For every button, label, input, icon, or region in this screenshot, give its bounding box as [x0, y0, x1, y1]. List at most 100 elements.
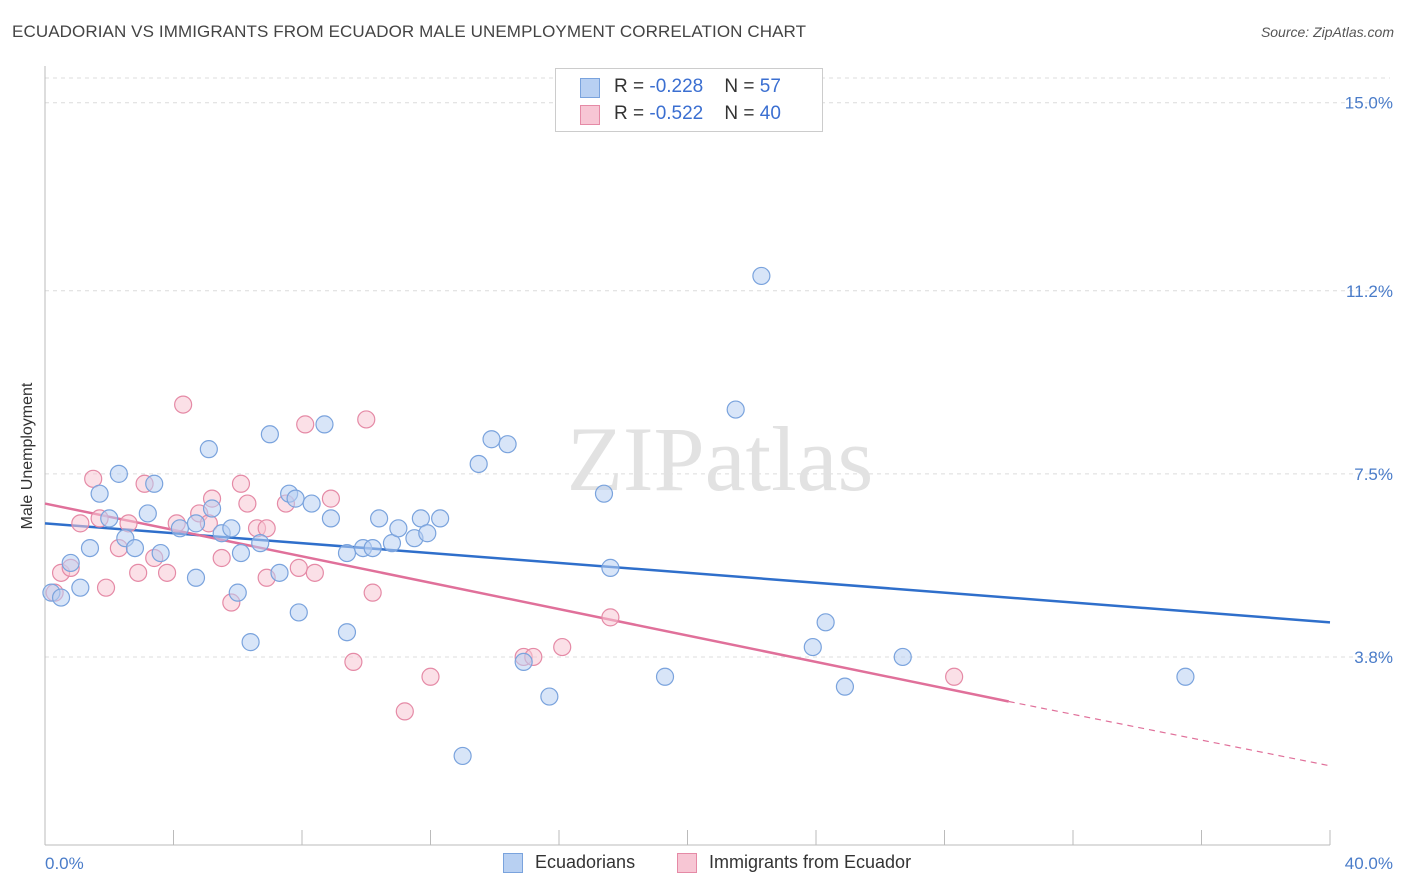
trend-lines — [44, 502, 1331, 767]
point-immigrant — [231, 474, 251, 493]
point-immigrant — [553, 637, 572, 657]
bottom-legend-swatch-blue — [503, 853, 523, 873]
point-ecuadorian — [726, 400, 745, 419]
point-ecuadorian — [186, 568, 206, 587]
legend-n-value: 57 — [759, 76, 781, 97]
point-ecuadorian — [482, 430, 501, 449]
point-ecuadorian — [315, 415, 334, 434]
point-ecuadorian — [453, 746, 472, 766]
point-immigrant — [289, 558, 308, 577]
point-immigrant — [321, 489, 341, 508]
x-tick-label: 40.0% — [1345, 854, 1393, 873]
point-ecuadorian — [151, 543, 170, 563]
point-ecuadorian — [71, 578, 90, 597]
point-ecuadorian — [1176, 667, 1195, 686]
point-immigrant — [157, 563, 177, 582]
point-ecuadorian — [655, 667, 675, 686]
tick-labels: 3.8% 7.5% 11.2% 15.0% 0.0% 40.0% — [45, 94, 1393, 873]
point-ecuadorian — [199, 440, 218, 459]
y-tick-label: 15.0% — [1345, 94, 1393, 113]
point-ecuadorian — [752, 266, 771, 286]
legend-swatch-blue — [580, 78, 600, 98]
point-ecuadorian — [594, 484, 614, 503]
gridlines — [45, 77, 1390, 658]
point-ecuadorian — [186, 514, 206, 533]
point-immigrant — [601, 608, 620, 627]
point-immigrant — [395, 702, 414, 721]
chart-source: Source: ZipAtlas.com — [1260, 24, 1394, 40]
y-tick-label: 3.8% — [1354, 648, 1393, 667]
point-ecuadorian — [260, 425, 279, 444]
point-immigrant — [71, 514, 90, 533]
point-ecuadorian — [241, 633, 260, 652]
point-ecuadorian — [251, 534, 270, 553]
point-ecuadorian — [125, 538, 145, 558]
point-ecuadorian — [601, 558, 620, 577]
bottom-legend-label: Ecuadorians — [535, 852, 636, 872]
point-immigrant — [238, 494, 257, 513]
legend-n-label: N = — [724, 76, 760, 97]
point-ecuadorian — [389, 519, 408, 538]
point-immigrant — [357, 410, 376, 429]
point-ecuadorian — [363, 538, 382, 558]
point-immigrant — [421, 667, 440, 686]
point-ecuadorian — [337, 543, 357, 563]
point-immigrant — [119, 514, 138, 533]
legend-n-value: 40 — [759, 103, 781, 124]
point-immigrant — [363, 583, 382, 602]
point-ecuadorian — [289, 603, 308, 622]
y-tick-label: 7.5% — [1354, 465, 1393, 484]
point-ecuadorian — [893, 647, 912, 667]
axes — [44, 66, 1331, 846]
legend-swatch-pink — [580, 105, 600, 125]
point-ecuadorian — [270, 563, 289, 582]
point-immigrant — [296, 415, 315, 434]
point-ecuadorian — [337, 623, 357, 642]
watermark: ZIPatlas — [567, 408, 874, 510]
bottom-legend-swatch-pink — [677, 853, 697, 873]
point-ecuadorian — [514, 652, 533, 672]
point-ecuadorian — [469, 454, 488, 474]
point-ecuadorian — [61, 553, 80, 573]
point-ecuadorian — [228, 583, 247, 602]
data-points — [42, 266, 1195, 766]
point-ecuadorian — [138, 504, 157, 523]
point-ecuadorian — [231, 543, 251, 563]
point-ecuadorian — [835, 677, 855, 696]
legend-r-value: -0.228 — [649, 76, 704, 97]
point-ecuadorian — [80, 538, 100, 558]
point-immigrant — [305, 563, 324, 582]
point-ecuadorian — [302, 494, 321, 513]
legend-r-label: R = — [614, 76, 650, 97]
point-ecuadorian — [51, 588, 71, 607]
point-immigrant — [174, 395, 193, 414]
point-ecuadorian — [90, 484, 109, 503]
point-ecuadorian — [222, 519, 241, 538]
correlation-legend: R = -0.228 N = 57 R = -0.522 N = 40 — [555, 68, 823, 132]
y-axis-label: Male Unemployment — [19, 382, 36, 529]
point-ecuadorian — [170, 519, 190, 538]
point-ecuadorian — [431, 509, 450, 528]
point-ecuadorian — [370, 509, 389, 528]
point-ecuadorian — [540, 687, 559, 706]
point-immigrant — [212, 548, 231, 568]
point-ecuadorian — [286, 489, 305, 508]
point-immigrant — [96, 578, 116, 597]
chart-title: ECUADORIAN VS IMMIGRANTS FROM ECUADOR MA… — [12, 22, 807, 41]
point-ecuadorian — [202, 499, 222, 518]
point-immigrant — [945, 667, 964, 686]
bottom-legend-label: Immigrants from Ecuador — [709, 852, 912, 872]
point-immigrant — [344, 652, 363, 672]
point-ecuadorian — [498, 435, 517, 454]
trend-line-immigrants-extension — [1008, 700, 1331, 767]
x-tick-label: 0.0% — [45, 854, 84, 873]
y-tick-label: 11.2% — [1346, 282, 1393, 301]
point-ecuadorian — [109, 464, 128, 483]
point-ecuadorian — [321, 509, 341, 528]
point-immigrant — [129, 563, 148, 582]
point-ecuadorian — [100, 509, 119, 528]
point-ecuadorian — [418, 524, 437, 543]
point-ecuadorian — [803, 637, 822, 657]
point-ecuadorian — [816, 613, 835, 632]
